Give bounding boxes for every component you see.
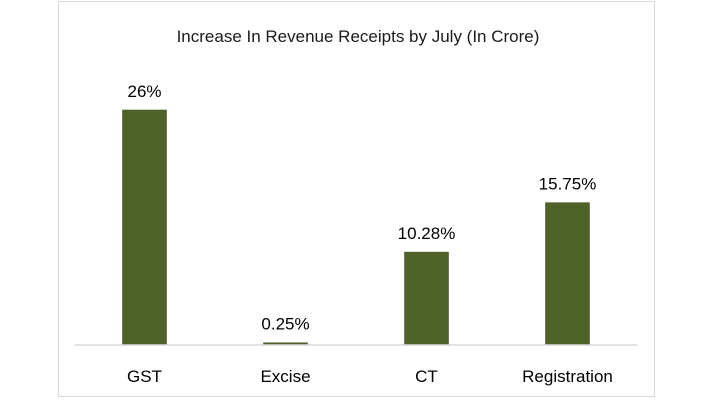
category-label-registration: Registration	[522, 367, 613, 386]
category-label-excise: Excise	[260, 367, 310, 386]
category-label-ct: CT	[415, 367, 438, 386]
bar-registration	[545, 202, 590, 346]
bar-gst	[122, 109, 167, 346]
chart-title: Increase In Revenue Receipts by July (In…	[177, 27, 540, 46]
data-label-ct: 10.28%	[398, 224, 456, 243]
data-label-gst: 26%	[127, 82, 161, 101]
data-label-registration: 15.75%	[539, 175, 597, 194]
bar-ct	[404, 251, 449, 346]
data-label-excise: 0.25%	[261, 315, 309, 334]
category-label-gst: GST	[127, 367, 162, 386]
